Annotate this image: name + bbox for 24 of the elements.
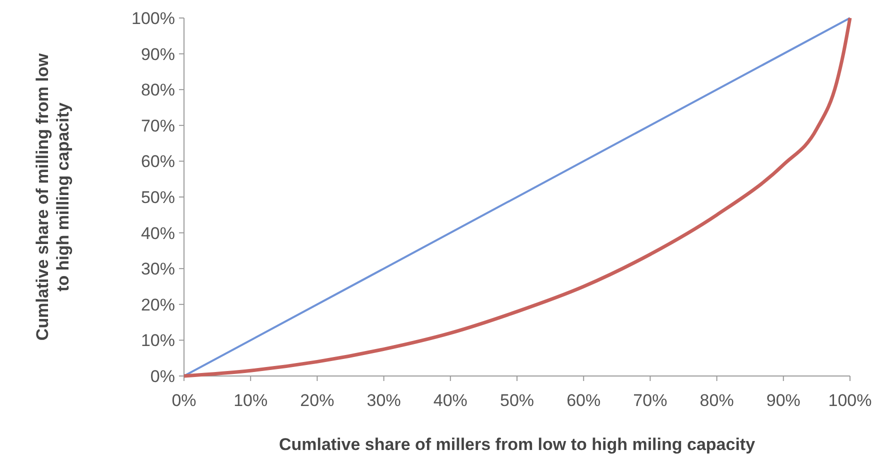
x-tick-label: 90%	[766, 391, 800, 410]
x-tick-label: 60%	[566, 391, 601, 410]
x-tick-label: 50%	[500, 391, 534, 410]
x-tick-label: 20%	[300, 391, 334, 410]
x-tick-label: 10%	[234, 391, 268, 410]
y-tick-label: 60%	[140, 152, 175, 172]
x-tick-label: 80%	[700, 391, 734, 410]
x-tick-label: 70%	[633, 391, 668, 410]
y-tick-label: 50%	[140, 188, 175, 207]
x-tick-label: 40%	[433, 391, 468, 410]
y-axis-title: Cumlative share of milling from low to high milling capacity	[33, 52, 72, 341]
y-tick-label: 100%	[132, 8, 175, 28]
y-tick-label: 10%	[140, 331, 175, 350]
y-tick-label: 20%	[140, 295, 175, 314]
y-tick-label: 90%	[140, 44, 175, 64]
y-tick-label: 40%	[140, 224, 175, 243]
y-tick-label: 70%	[140, 116, 175, 136]
x-tick-label: 100%	[828, 391, 872, 410]
y-tick-label: 0%	[150, 366, 175, 386]
y-tick-label: 30%	[140, 260, 175, 279]
x-axis-title: Cumlative share of millers from low to high miling capacity	[278, 435, 756, 454]
x-tick-label: 0%	[172, 391, 196, 410]
x-tick-label: 30%	[366, 391, 401, 410]
y-tick-label: 80%	[140, 80, 175, 100]
